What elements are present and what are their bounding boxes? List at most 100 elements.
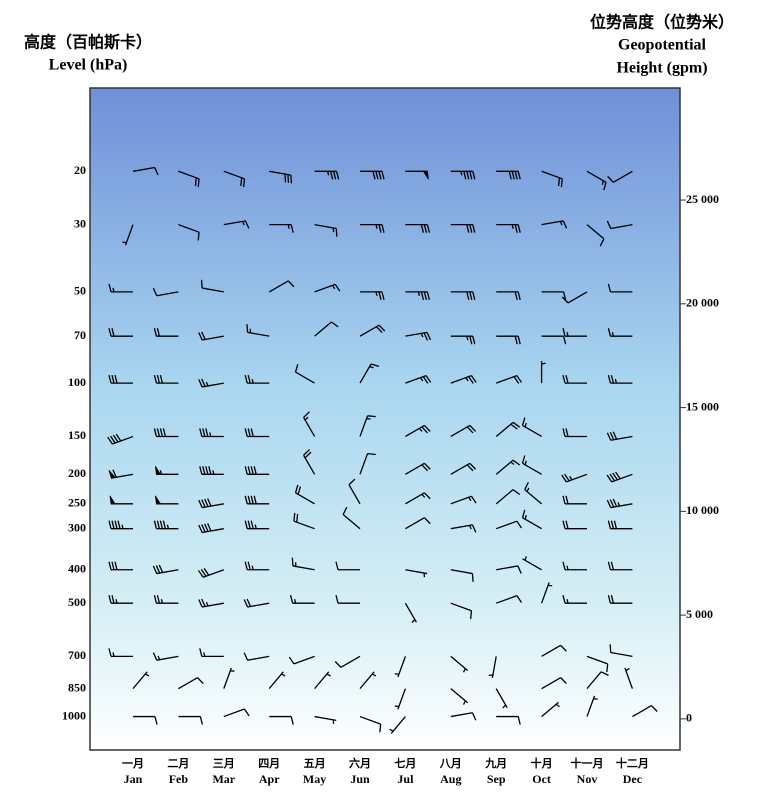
x-tick-label: Feb (169, 772, 189, 786)
wind-barb (243, 652, 270, 661)
x-tick-label: Mar (212, 772, 235, 786)
x-tick-label-zh: 十一月 (571, 756, 604, 770)
wind-barb (198, 498, 224, 509)
y-tick-label: 150 (68, 428, 86, 442)
barb-staff (223, 170, 246, 188)
wind-barb (335, 561, 360, 571)
wind-barb (198, 331, 224, 341)
x-tick-label: May (303, 772, 326, 786)
barb-staff (495, 489, 521, 505)
barb-staff (198, 331, 224, 341)
y-tick-label: 200 (68, 466, 86, 480)
wind-barb (496, 291, 521, 301)
barb-pennant (155, 466, 162, 475)
barb-staff (269, 224, 294, 233)
barb-staff (198, 378, 224, 388)
barb-staff (223, 708, 250, 718)
barb-staff (153, 328, 179, 337)
plot-area (89, 87, 681, 751)
x-tick-label-zh: 七月 (394, 756, 416, 770)
wind-barb (405, 224, 431, 233)
barb-staff (607, 595, 633, 604)
barb-staff (624, 667, 634, 689)
barb-staff (495, 520, 523, 530)
wind-barb (122, 224, 134, 246)
wind-barb (314, 170, 340, 180)
wind-barb (607, 595, 633, 604)
wind-barb (450, 688, 469, 705)
wind-barb (394, 656, 407, 678)
wind-barb (109, 495, 133, 505)
x-tick-label: Dec (623, 772, 643, 786)
wind-barb (268, 671, 286, 690)
y-tick-label: 300 (68, 520, 86, 534)
wind-barb (541, 291, 567, 301)
barb-staff (200, 279, 224, 293)
wind-barb (450, 224, 476, 233)
wind-barb (244, 374, 270, 384)
barb-staff (244, 428, 270, 438)
wind-barb (108, 520, 133, 530)
x-tick-label: Jun (350, 772, 370, 786)
wind-barb (562, 428, 587, 438)
y2-label: Height (gpm) (616, 60, 707, 77)
barb-staff (541, 220, 568, 229)
wind-barb (495, 374, 523, 384)
wind-barb (198, 523, 224, 534)
barb-staff (450, 495, 477, 505)
barb-staff (294, 484, 315, 505)
barb-staff (496, 715, 521, 725)
wind-barb (450, 291, 476, 301)
barb-staff (496, 224, 521, 233)
wind-barb (108, 283, 133, 293)
wind-barb (348, 478, 361, 505)
wind-barb (223, 667, 235, 689)
wind-barb (314, 224, 338, 237)
wind-barb (450, 569, 474, 582)
wind-barb (153, 520, 179, 530)
wind-barb (586, 695, 598, 717)
y2-tick-label: 5 000 (686, 607, 713, 621)
barb-staff (132, 166, 159, 176)
wind-barb (360, 291, 385, 301)
wind-barb (541, 220, 568, 229)
x-tick-label-zh: 四月 (258, 757, 280, 770)
x-tick-label-zh: 二月 (167, 757, 189, 770)
barb-staff (521, 417, 542, 438)
x-tick-label: Jul (397, 772, 414, 786)
wind-barb (132, 671, 150, 690)
barb-pennant (109, 495, 116, 505)
barb-staff (606, 498, 633, 509)
wind-barb (314, 671, 331, 690)
wind-barb (152, 564, 179, 575)
x-tick-label: Nov (577, 772, 598, 786)
barb-staff (152, 652, 179, 661)
barb-staff (348, 478, 361, 505)
barb-staff (450, 170, 476, 180)
y-tick-label: 250 (68, 496, 86, 510)
barb-staff (607, 328, 633, 337)
wind-barb (562, 495, 587, 505)
barb-staff (243, 598, 270, 608)
wind-barb (405, 517, 431, 530)
wind-barb (450, 712, 477, 721)
wind-barb (244, 428, 270, 438)
barb-staff (404, 602, 417, 623)
barb-staff (198, 498, 224, 509)
x-tick-label: Oct (532, 772, 551, 786)
barb-staff (521, 455, 542, 475)
wind-barb (199, 428, 224, 438)
wind-barb (335, 595, 360, 604)
barb-staff (199, 428, 224, 438)
barb-staff (405, 517, 431, 530)
barb-staff (198, 598, 224, 608)
x-tick-label-zh: 五月 (304, 757, 326, 770)
barb-staff (178, 224, 200, 241)
y-tick-label: 700 (68, 648, 86, 662)
y-tick-label: 70 (74, 328, 86, 342)
barb-staff (223, 667, 235, 689)
barb-staff (153, 520, 179, 530)
wind-barb (153, 328, 179, 337)
barb-staff (450, 291, 476, 301)
barb-staff (359, 671, 377, 690)
